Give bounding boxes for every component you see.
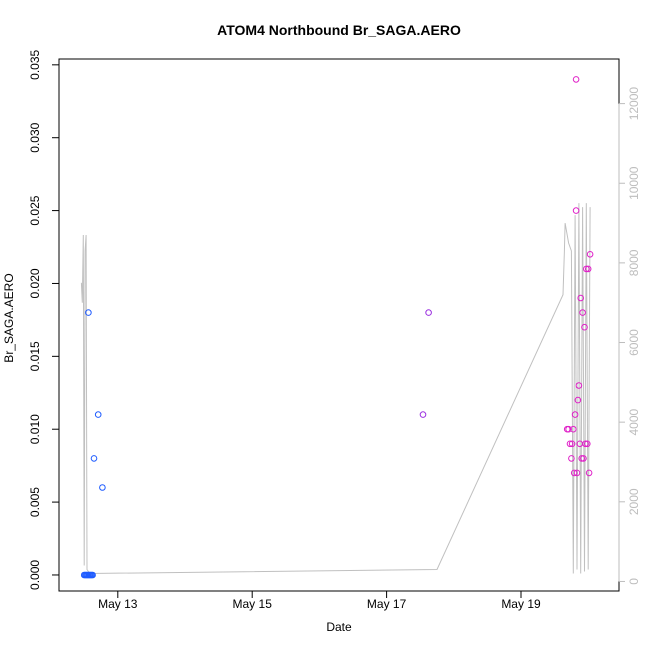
data-point	[568, 455, 575, 462]
data-point	[570, 425, 577, 433]
data-point	[99, 484, 106, 491]
y-tick-label: 0.015	[28, 341, 42, 371]
right-y-tick-label: 8000	[627, 249, 641, 276]
x-tick-label: May 17	[367, 597, 407, 611]
right-y-tick-label: 4000	[627, 408, 641, 435]
data-point	[425, 309, 432, 316]
data-point	[566, 440, 574, 448]
data-point	[578, 455, 586, 462]
y-tick-label: 0.000	[28, 560, 42, 590]
data-point	[571, 411, 579, 418]
data-point	[586, 251, 594, 258]
y-tick-label: 0.020	[28, 268, 42, 298]
data-point	[585, 469, 593, 477]
y-tick-label: 0.005	[28, 487, 42, 517]
data-points	[80, 76, 594, 579]
data-point	[579, 309, 586, 316]
data-point	[90, 455, 98, 462]
data-point	[580, 455, 587, 462]
y-tick-label: 0.035	[28, 49, 42, 79]
x-axis-label: Date	[326, 620, 352, 634]
right-y-tick-label: 12000	[627, 87, 641, 121]
y-tick-label: 0.030	[28, 122, 42, 152]
right-y-tick-label: 0	[627, 578, 641, 585]
data-point	[583, 265, 590, 273]
altitude-series	[80, 203, 591, 575]
data-point	[568, 440, 576, 448]
altitude-line	[80, 203, 591, 575]
x-axis: May 13 May 15 May 17 May 19	[98, 590, 541, 611]
data-point	[582, 440, 589, 448]
data-point	[85, 309, 92, 316]
x-tick-label: May 15	[233, 597, 273, 611]
right-y-tick-label: 10000	[627, 166, 641, 200]
data-point	[581, 323, 588, 331]
right-y-tick-label: 6000	[627, 329, 641, 356]
data-point	[584, 440, 591, 448]
data-point	[575, 382, 583, 389]
y-axis: 0.000 0.005 0.010 0.015 0.020 0.025 0.030 0.035	[28, 49, 60, 590]
data-point	[89, 571, 96, 579]
y-tick-label: 0.025	[28, 195, 42, 225]
right-y-tick-label: 2000	[627, 488, 641, 515]
data-point	[570, 469, 578, 477]
right-y-axis: 0 2000 4000 6000 8000 10000 12000	[618, 87, 641, 585]
y-tick-label: 0.010	[28, 414, 42, 444]
data-point	[572, 76, 580, 83]
y-axis-label: Br_SAGA.AERO	[2, 273, 16, 362]
data-point	[94, 411, 102, 418]
x-tick-label: May 19	[501, 597, 541, 611]
data-point	[573, 469, 581, 477]
data-point	[584, 265, 592, 273]
chart-title: ATOM4 Northbound Br_SAGA.AERO	[217, 22, 461, 38]
data-point	[572, 207, 580, 214]
plot-frame	[58, 58, 620, 592]
x-tick-label: May 13	[98, 597, 138, 611]
data-point	[419, 411, 427, 418]
data-point	[574, 396, 582, 404]
data-point	[577, 294, 585, 302]
data-point	[565, 425, 572, 433]
